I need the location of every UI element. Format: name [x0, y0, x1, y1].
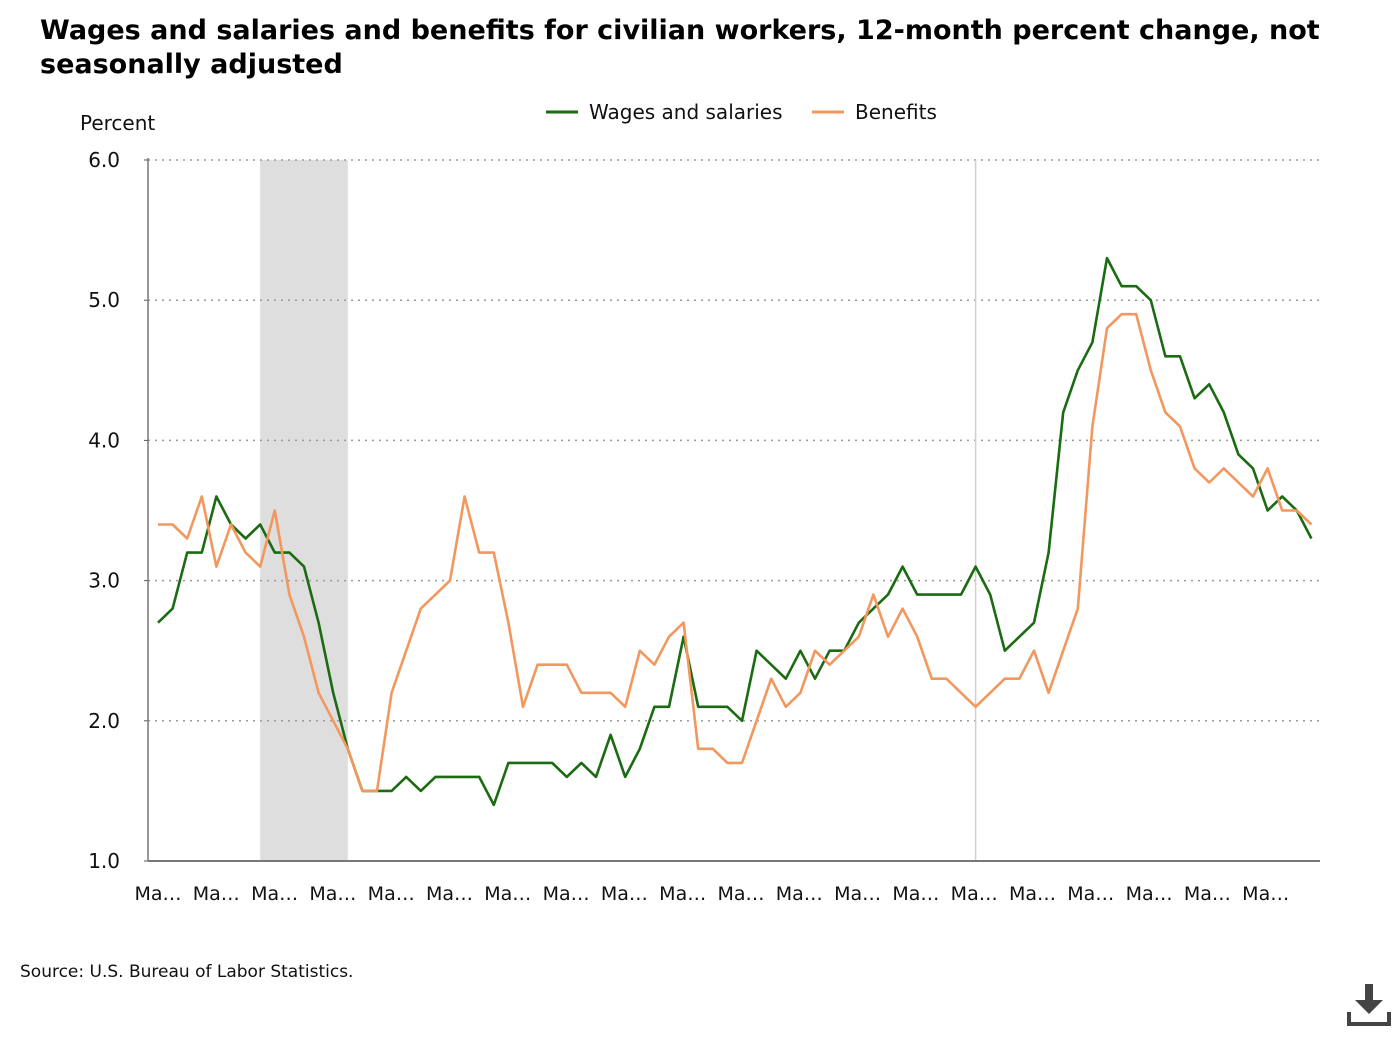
x-tick-label: Ma… — [1009, 883, 1056, 905]
recession-shading — [260, 160, 348, 861]
x-tick-label: Ma… — [659, 883, 706, 905]
y-tick-label: 3.0 — [88, 569, 120, 593]
x-tick-label: Ma… — [1184, 883, 1231, 905]
x-tick-label: Ma… — [134, 883, 181, 905]
x-tick-label: Ma… — [776, 883, 823, 905]
legend-label: Wages and salaries — [589, 100, 783, 124]
x-tick-label: Ma… — [601, 883, 648, 905]
x-tick-label: Ma… — [309, 883, 356, 905]
legend-label: Benefits — [855, 100, 937, 124]
source-note: Source: U.S. Bureau of Labor Statistics. — [20, 962, 354, 982]
x-tick-label: Ma… — [834, 883, 881, 905]
x-tick-label: Ma… — [368, 883, 415, 905]
x-tick-label: Ma… — [1067, 883, 1114, 905]
y-tick-label: 4.0 — [88, 428, 120, 452]
x-tick-label: Ma… — [426, 883, 473, 905]
x-tick-label: Ma… — [717, 883, 764, 905]
x-tick-label: Ma… — [892, 883, 939, 905]
x-tick-label: Ma… — [251, 883, 298, 905]
x-tick-label: Ma… — [951, 883, 998, 905]
y-tick-label: 5.0 — [88, 288, 120, 312]
y-tick-label: 2.0 — [88, 709, 120, 733]
y-axis-label: Percent — [80, 111, 155, 135]
chart-title: Wages and salaries and benefits for civi… — [40, 15, 1320, 80]
line-chart: 1.0 2.0 3.0 4.0 5.0 6.0 Percent Ma… Ma… Ma… Ma… Ma…… — [80, 100, 1320, 905]
x-tick-label: Ma… — [193, 883, 240, 905]
x-tick-label: Ma… — [543, 883, 590, 905]
x-tick-label: Ma… — [1242, 883, 1289, 905]
download-icon — [1347, 984, 1391, 1026]
x-tick-label: Ma… — [1126, 883, 1173, 905]
download-button[interactable] — [1346, 982, 1392, 1028]
x-tick-label: Ma… — [484, 883, 531, 905]
y-tick-label: 1.0 — [88, 849, 120, 873]
y-tick-label: 6.0 — [88, 148, 120, 172]
series-line-benefits — [158, 312, 1313, 793]
